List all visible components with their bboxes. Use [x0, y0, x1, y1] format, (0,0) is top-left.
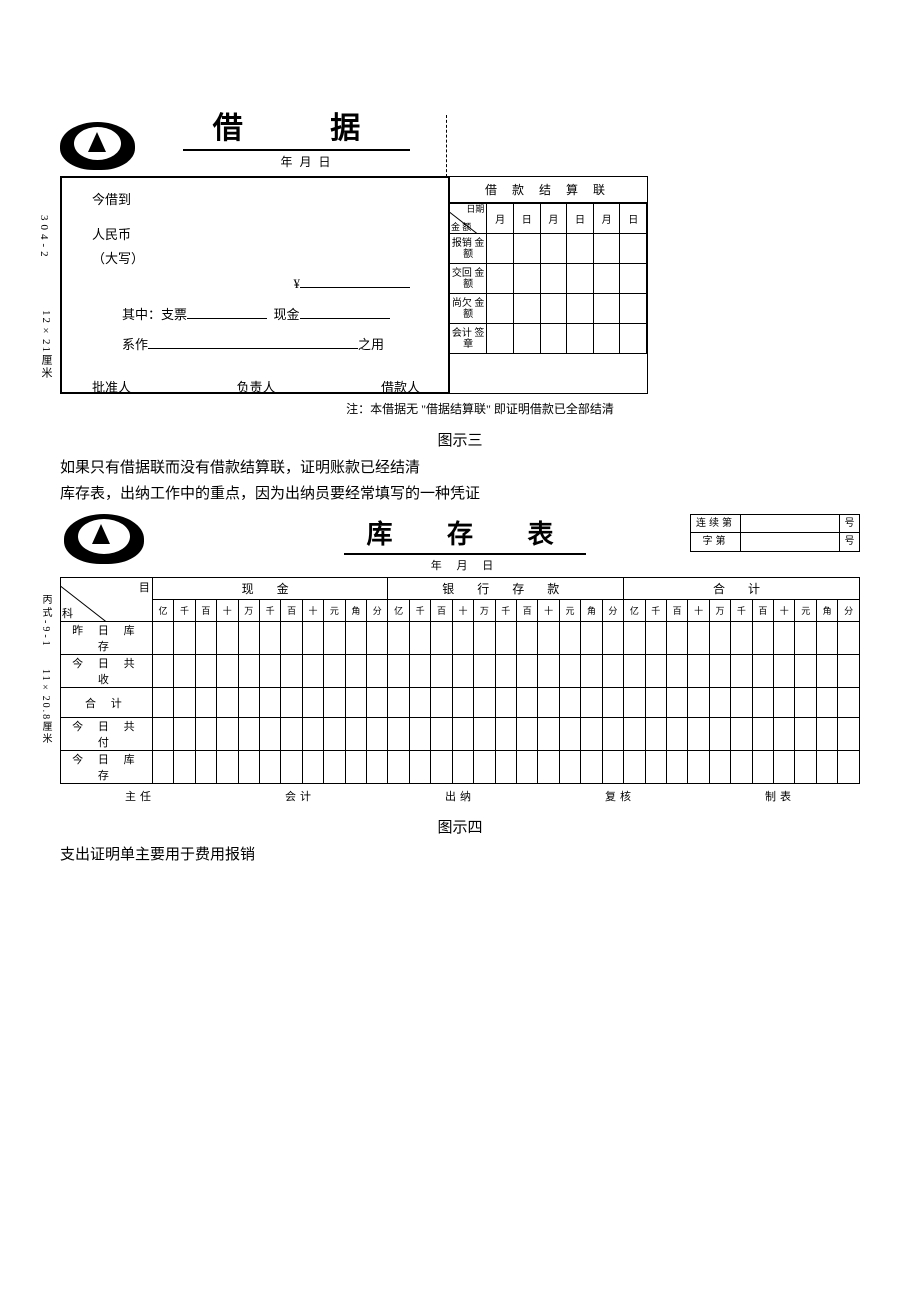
inventory-form: 丙式-9-1 11×20.8厘米 库 存 表 年 月 日 连续第 号 字第 号	[60, 514, 860, 804]
foot-preparer: 制表	[765, 788, 795, 804]
row-returned: 交回 金额	[450, 264, 487, 294]
section-total: 合 计	[624, 578, 860, 600]
sig-approver: 批准人	[92, 376, 131, 401]
row-subtotal: 合 计	[61, 688, 153, 718]
row-owed: 尚欠 金额	[450, 294, 487, 324]
foot-director: 主任	[125, 788, 155, 804]
inventory-body: 昨 日 库 存 今 日 共 收 合 计 今 日 共 付 今 日 库 存	[61, 622, 860, 784]
row-today-paid: 今 日 共 付	[61, 718, 153, 751]
col-m2: 月	[540, 204, 567, 234]
loan-receipt-form: 304-2 12×21厘米 借 据 年 月 日 今借到 人民币	[60, 120, 860, 417]
section-cash: 现 金	[152, 578, 388, 600]
seal-logo	[60, 122, 135, 170]
serial-label-2: 字第	[691, 533, 741, 551]
corner-right: 目	[139, 579, 150, 595]
loan-body: 今借到 人民币 （大写） ¥ 其中：支票 现	[60, 176, 450, 394]
document-page: 304-2 12×21厘米 借 据 年 月 日 今借到 人民币	[60, 120, 860, 867]
side-code-label: 304-2	[38, 215, 50, 261]
col-d1: 日	[513, 204, 540, 234]
caption-1: 图示三	[60, 429, 860, 450]
stub-title: 借 款 结 算 联	[449, 177, 647, 203]
paragraph-2: 库存表，出纳工作中的重点，因为出纳员要经常填写的一种凭证	[60, 482, 860, 506]
form2-date-labels: 年 月 日	[240, 557, 690, 573]
form1-date-labels: 年 月 日	[143, 153, 450, 170]
foot-accountant: 会计	[285, 788, 315, 804]
cash-line	[300, 305, 390, 319]
paragraph-3: 支出证明单主要用于费用报销	[60, 843, 860, 867]
row-today-received: 今 日 共 收	[61, 655, 153, 688]
col-d3: 日	[620, 204, 647, 234]
loan-receipt-main: 借 据 年 月 日 今借到 人民币 （大写） ¥	[60, 120, 450, 394]
label-cash: 现金	[274, 303, 300, 328]
foot-cashier: 出纳	[445, 788, 475, 804]
form1-footnote: 注：本借据无 "借据结算联" 即证明借款已全部结清	[60, 400, 860, 417]
corner-left: 科	[62, 609, 73, 620]
label-use: 之用	[358, 333, 384, 358]
serial-suffix-2: 号	[839, 533, 859, 551]
purpose-line	[148, 335, 358, 349]
form1-title: 借 据	[183, 103, 411, 151]
amount-line	[300, 274, 410, 288]
col-m3: 月	[593, 204, 620, 234]
diag-cell: 日期 金 额	[450, 204, 487, 234]
diag-top: 日期	[466, 205, 484, 215]
label-rmb: 人民币	[92, 223, 131, 248]
settlement-stub: 借 款 结 算 联 日期 金 额 月 日 月 日 月 日 报销 金	[448, 176, 648, 394]
form2-title: 库 存 表	[344, 514, 585, 555]
inventory-table: 科 目 现 金 银 行 存 款 合 计 亿千百十万千百十元角分 亿千百十万千百十…	[60, 577, 860, 784]
inv-corner: 科 目	[61, 578, 153, 622]
serial-box: 连续第 号 字第 号	[690, 514, 860, 552]
form2-side-size: 11×20.8厘米	[38, 669, 53, 745]
diag-bot: 金 额	[451, 223, 471, 232]
settlement-table: 日期 金 额 月 日 月 日 月 日 报销 金额 交回 金额 尚欠 金额 会计 …	[449, 203, 647, 354]
label-cheque: 其中：支票	[122, 303, 187, 328]
label-purpose: 系作	[122, 333, 148, 358]
row-today-stock: 今 日 库 存	[61, 751, 153, 784]
paragraph-1: 如果只有借据联而没有借款结算联，证明账款已经结清	[60, 456, 860, 480]
side-size-label: 12×21厘米	[38, 310, 54, 380]
form2-side-code: 丙式-9-1	[38, 594, 53, 649]
label-borrowed: 今借到	[92, 188, 131, 213]
cheque-line	[187, 305, 267, 319]
caption-2: 图示四	[60, 816, 860, 837]
serial-label-1: 连续第	[691, 515, 741, 532]
section-bank: 银 行 存 款	[388, 578, 624, 600]
row-accountant-sig: 会计 签章	[450, 324, 487, 354]
foot-reviewer: 复核	[605, 788, 635, 804]
row-reimburse: 报销 金额	[450, 234, 487, 264]
sig-borrower: 借款人	[381, 376, 420, 401]
inventory-footer: 主任 会计 出纳 复核 制表	[60, 788, 860, 804]
col-d2: 日	[567, 204, 594, 234]
row-yesterday: 昨 日 库 存	[61, 622, 153, 655]
sig-incharge: 负责人	[236, 376, 275, 401]
col-m1: 月	[487, 204, 514, 234]
unit-row: 亿千百十万千百十元角分 亿千百十万千百十元角分 亿千百十万千百十元角分	[61, 600, 860, 622]
serial-suffix-1: 号	[839, 515, 859, 532]
seal-logo-2	[64, 514, 144, 564]
label-caps: （大写）	[92, 247, 144, 272]
